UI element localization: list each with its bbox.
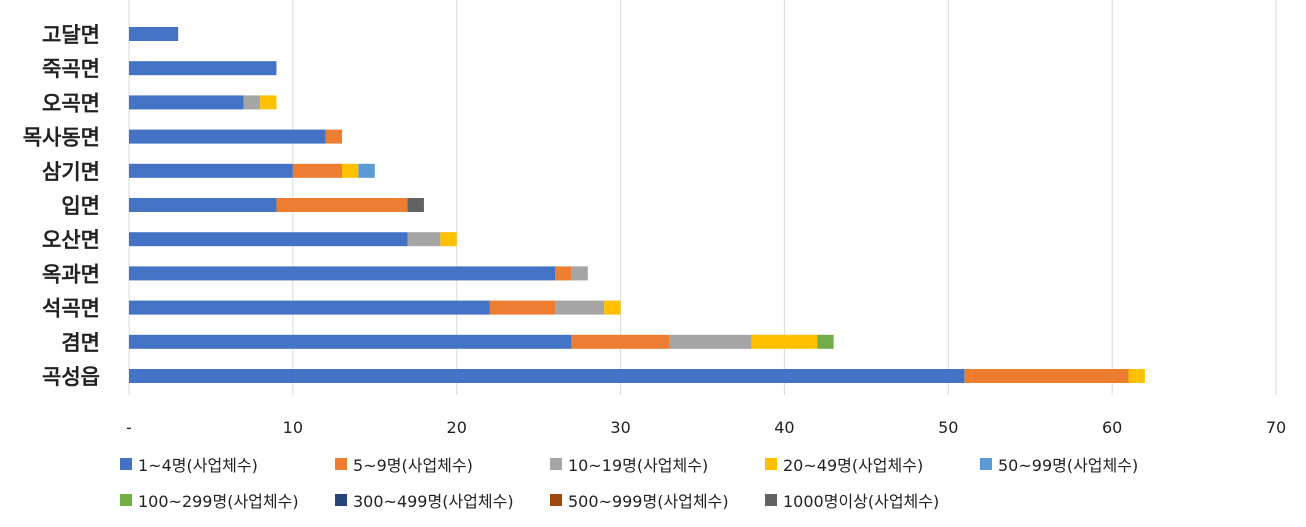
category-label: 목사동면 (23, 126, 100, 150)
x-tick-label: 70 (1266, 418, 1286, 437)
bar-segment (571, 266, 588, 281)
bar-segment (276, 198, 408, 212)
legend-item: 10~19명(사업체수) (550, 452, 708, 476)
bar-segment (129, 129, 326, 144)
category-label: 고달면 (42, 23, 100, 47)
bar-segment (555, 266, 572, 281)
bar-segment (129, 266, 556, 281)
bar-segment (260, 95, 277, 110)
bar-segment (243, 95, 261, 110)
bar-segment (669, 334, 752, 349)
legend-swatch (765, 458, 777, 470)
category-label: 곡성읍 (42, 365, 100, 389)
category-label: 겸면 (61, 331, 100, 355)
category-label: 오곡면 (42, 91, 100, 115)
legend-label: 10~19명(사업체수) (568, 456, 709, 475)
legend-label: 50~99명(사업체수) (998, 456, 1139, 475)
legend-label: 20~49명(사업체수) (783, 456, 924, 475)
legend-item: 100~299명(사업체수) (120, 488, 299, 512)
bar-segment (489, 300, 556, 315)
legend-swatch (120, 458, 132, 470)
category-label: 석곡면 (42, 297, 100, 321)
legend-label: 500~999명(사업체수) (568, 492, 729, 511)
bar-segment (129, 369, 965, 383)
bar-segment (129, 334, 572, 349)
bar-segment (604, 300, 621, 315)
x-tick-label: 40 (774, 418, 794, 437)
legend-swatch (120, 494, 132, 506)
legend-label: 300~499명(사업체수) (353, 492, 514, 511)
legend-item: 1000명이상(사업체수) (765, 488, 939, 512)
bar-segment (129, 61, 277, 76)
bar-segment (571, 334, 670, 349)
legend-label: 1000명이상(사업체수) (783, 492, 940, 511)
category-label: 입면 (61, 194, 100, 218)
category-label: 옥과면 (42, 262, 100, 286)
legend-swatch (335, 458, 347, 470)
x-tick-label: 50 (938, 418, 958, 437)
legend-label: 5~9명(사업체수) (353, 456, 473, 475)
legend-swatch (335, 494, 347, 506)
bar-segment (129, 300, 490, 315)
x-tick-label: 30 (610, 418, 630, 437)
x-tick-label: 20 (447, 418, 467, 437)
bar-segment (129, 95, 244, 110)
bar-segment (751, 334, 818, 349)
bar-segment (440, 232, 457, 247)
bar-segment (407, 232, 441, 247)
legend-swatch (550, 494, 562, 506)
bar-segment (407, 198, 424, 212)
bar-segment (129, 163, 293, 178)
category-label: 죽곡면 (42, 57, 100, 81)
bar-segment (129, 198, 277, 212)
bar-segment (292, 163, 343, 178)
legend-swatch (980, 458, 992, 470)
bar-segment (817, 334, 834, 349)
legend-label: 100~299명(사업체수) (138, 492, 299, 511)
legend-item: 50~99명(사업체수) (980, 452, 1138, 476)
legend-item: 300~499명(사업체수) (335, 488, 514, 512)
bar-segment (325, 129, 343, 144)
legend-item: 1~4명(사업체수) (120, 452, 258, 476)
legend-item: 5~9명(사업체수) (335, 452, 473, 476)
bar-segment (1128, 369, 1145, 383)
x-tick-label: - (126, 418, 132, 437)
legend-item: 500~999명(사업체수) (550, 488, 729, 512)
legend-swatch (550, 458, 562, 470)
bar-segment (555, 300, 605, 315)
legend-swatch (765, 494, 777, 506)
category-label: 삼기면 (42, 160, 100, 184)
x-tick-label: 60 (1102, 418, 1122, 437)
legend-item: 20~49명(사업체수) (765, 452, 923, 476)
x-tick-label: 10 (283, 418, 303, 437)
legend-label: 1~4명(사업체수) (138, 456, 258, 475)
bar-segment (129, 232, 408, 247)
bar-segment (358, 163, 375, 178)
bar-segment (342, 163, 359, 178)
bar-segment (129, 27, 179, 41)
bar-segment (964, 369, 1129, 383)
category-label: 오산면 (42, 228, 100, 252)
stacked-bar-chart: - 10 20 30 40 50 60 70 고달면죽곡면오곡면목사동면삼기면입면오산면옥과면석… (23, 0, 1286, 437)
